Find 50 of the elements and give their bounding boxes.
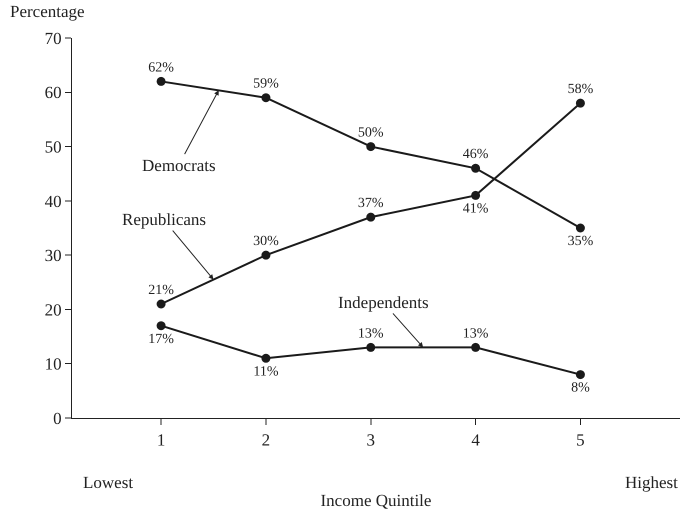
point xyxy=(576,224,585,232)
x-tick-label: 1 xyxy=(156,430,166,450)
y-tick-label: 70 xyxy=(44,28,62,48)
data-label: 21% xyxy=(148,282,174,298)
point xyxy=(156,76,166,86)
point xyxy=(261,250,270,260)
y-axis-title: Percentage xyxy=(10,2,85,21)
annotation: Independents xyxy=(338,293,429,312)
data-label: 58% xyxy=(568,82,594,98)
point xyxy=(471,164,480,173)
y-tick-label: 60 xyxy=(44,83,62,102)
x-tick-label: 4 xyxy=(471,430,480,450)
point xyxy=(366,212,376,222)
point xyxy=(576,98,585,108)
data-label: 46% xyxy=(462,147,489,162)
data-label: 37% xyxy=(358,196,384,212)
text: Lowest xyxy=(83,473,134,492)
data-label: 13% xyxy=(358,326,384,342)
data-label: 41% xyxy=(462,202,489,217)
data-label: 62% xyxy=(148,60,174,76)
y-tick-label: 30 xyxy=(44,246,62,266)
point xyxy=(471,190,480,200)
point xyxy=(156,321,166,330)
point xyxy=(366,342,376,352)
point xyxy=(471,342,480,352)
y-tick-label: 20 xyxy=(44,300,62,320)
data-label: 35% xyxy=(568,234,594,250)
x-axis-title: Income Quintile xyxy=(320,490,432,510)
x-tick-label: 5 xyxy=(576,430,585,450)
data-label: 59% xyxy=(253,76,280,92)
y-tick-label: 40 xyxy=(44,192,62,211)
x-tick-label: 3 xyxy=(366,430,376,450)
text: Highest xyxy=(625,473,678,492)
data-label: 11% xyxy=(253,364,279,380)
point xyxy=(261,93,270,102)
annotation: Democrats xyxy=(142,156,216,175)
point xyxy=(156,300,166,308)
y-tick-label: 50 xyxy=(44,138,62,157)
data-label: 30% xyxy=(253,234,280,250)
y-tick-label: 0 xyxy=(53,408,62,428)
x-tick-label: 2 xyxy=(262,430,270,450)
y-tick-label: 10 xyxy=(44,354,62,374)
annotation: Republicans xyxy=(122,210,206,229)
data-label: 17% xyxy=(148,332,174,347)
data-label: 8% xyxy=(571,380,590,396)
data-label: 50% xyxy=(358,125,384,140)
data-label: 13% xyxy=(462,326,489,342)
point xyxy=(576,370,585,380)
point xyxy=(261,354,270,363)
point xyxy=(366,142,376,152)
